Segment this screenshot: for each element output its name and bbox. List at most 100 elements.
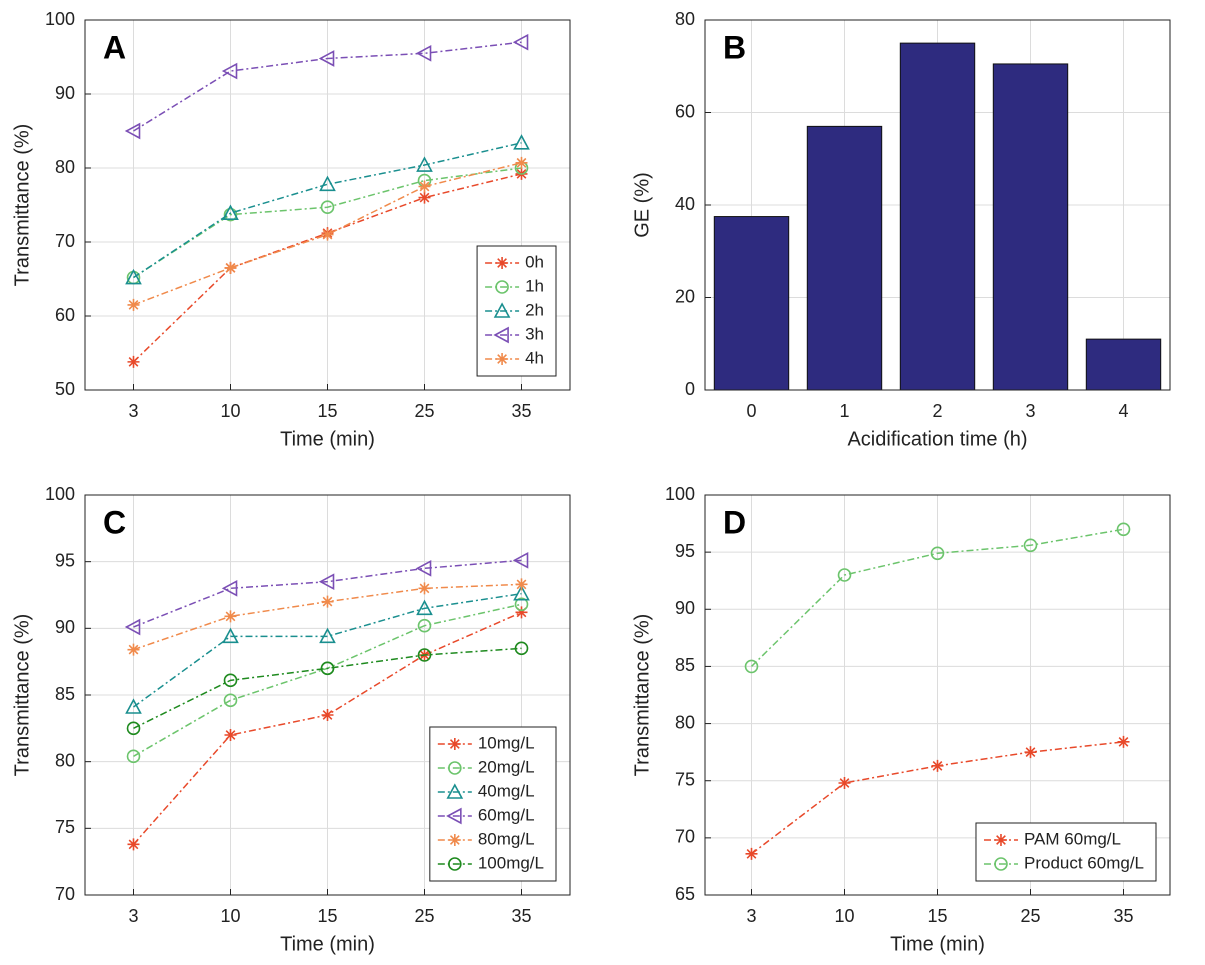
series-line: [132, 173, 522, 363]
axes-frame: [704, 494, 1171, 896]
axes-frame: [84, 494, 571, 896]
series-line: [133, 142, 522, 279]
legend-label: 2h: [525, 300, 544, 319]
legend-marker: [448, 857, 462, 871]
panel-label: C: [103, 504, 126, 540]
y-tick-label: 85: [55, 684, 75, 704]
data-point: [1023, 538, 1038, 553]
y-tick-label: 70: [675, 827, 695, 847]
legend-box: [429, 726, 557, 882]
legend-label: 4h: [525, 348, 544, 367]
bar: [1085, 338, 1162, 391]
y-axis-label: Transmittance (%): [11, 124, 33, 287]
data-point: [418, 180, 431, 193]
data-point: [515, 606, 528, 619]
legend-marker: [448, 738, 461, 750]
x-tick-label: 15: [317, 906, 337, 926]
series-line: [133, 559, 522, 628]
legend-marker: [446, 807, 462, 825]
legend-marker: [496, 353, 509, 365]
legend-marker: [448, 761, 462, 775]
y-tick-label: 0: [685, 379, 695, 399]
x-axis-label: Time (min): [280, 933, 375, 955]
legend-box: [975, 822, 1157, 882]
y-tick-label: 90: [675, 598, 695, 618]
legend-marker: [496, 257, 509, 269]
x-tick-label: 25: [1020, 906, 1040, 926]
y-tick-label: 40: [675, 194, 695, 214]
y-tick-label: 100: [665, 484, 695, 504]
x-tick-label: 25: [414, 906, 434, 926]
bar: [992, 63, 1069, 391]
y-tick-label: 85: [675, 655, 695, 675]
data-point: [415, 559, 432, 577]
data-point: [1116, 522, 1131, 537]
data-point: [126, 749, 141, 764]
data-point: [931, 759, 944, 772]
data-point: [515, 578, 528, 591]
data-point: [1024, 746, 1037, 759]
data-point: [838, 777, 851, 789]
y-axis-label: Transmittance (%): [631, 614, 653, 777]
data-point: [512, 33, 529, 51]
data-point: [318, 573, 335, 591]
data-point: [124, 122, 141, 140]
data-point: [744, 659, 759, 674]
data-point: [745, 847, 758, 860]
data-point: [320, 200, 335, 215]
data-point: [125, 698, 142, 714]
data-point: [513, 134, 530, 150]
x-tick-label: 15: [317, 401, 337, 421]
series-line: [133, 41, 522, 132]
data-point: [416, 156, 433, 172]
bar: [713, 216, 790, 391]
bar: [806, 125, 883, 391]
axes-frame: [704, 19, 1171, 391]
bar: [899, 42, 976, 391]
x-tick-label: 15: [927, 906, 947, 926]
panel-label: A: [103, 29, 126, 65]
data-point: [224, 261, 237, 274]
data-point: [223, 207, 238, 222]
legend-marker: [493, 302, 511, 318]
data-point: [321, 709, 334, 721]
y-tick-label: 80: [55, 157, 75, 177]
legend-label: 80mg/L: [478, 829, 535, 848]
y-tick-label: 75: [675, 769, 695, 789]
y-axis-label: Transmittance (%): [11, 614, 33, 777]
legend-label: 1h: [525, 276, 544, 295]
data-point: [222, 204, 239, 220]
data-point: [124, 618, 141, 636]
data-point: [418, 582, 431, 595]
x-tick-label: 2: [932, 401, 942, 421]
x-tick-label: 10: [220, 401, 240, 421]
legend-label: PAM 60mg/L: [1024, 829, 1121, 848]
x-tick-label: 4: [1118, 401, 1128, 421]
data-point: [514, 641, 529, 656]
data-point: [221, 62, 238, 80]
y-tick-label: 80: [55, 750, 75, 770]
data-point: [515, 156, 528, 169]
data-point: [418, 191, 431, 204]
x-tick-label: 0: [746, 401, 756, 421]
data-point: [223, 693, 238, 708]
x-tick-label: 1: [839, 401, 849, 421]
y-tick-label: 60: [55, 305, 75, 325]
data-point: [837, 568, 852, 582]
data-point: [417, 618, 432, 633]
data-point: [513, 584, 530, 601]
x-tick-label: 3: [1025, 401, 1035, 421]
legend-marker: [493, 326, 509, 344]
y-tick-label: 70: [55, 884, 75, 904]
y-tick-label: 95: [675, 541, 695, 561]
x-tick-label: 35: [511, 401, 531, 421]
data-point: [1117, 735, 1130, 748]
data-point: [319, 627, 336, 644]
series-line: [750, 528, 1124, 667]
legend-marker: [495, 280, 509, 294]
y-tick-label: 90: [55, 617, 75, 637]
data-point: [416, 599, 433, 616]
series-line: [133, 647, 522, 730]
y-tick-label: 65: [675, 884, 695, 904]
